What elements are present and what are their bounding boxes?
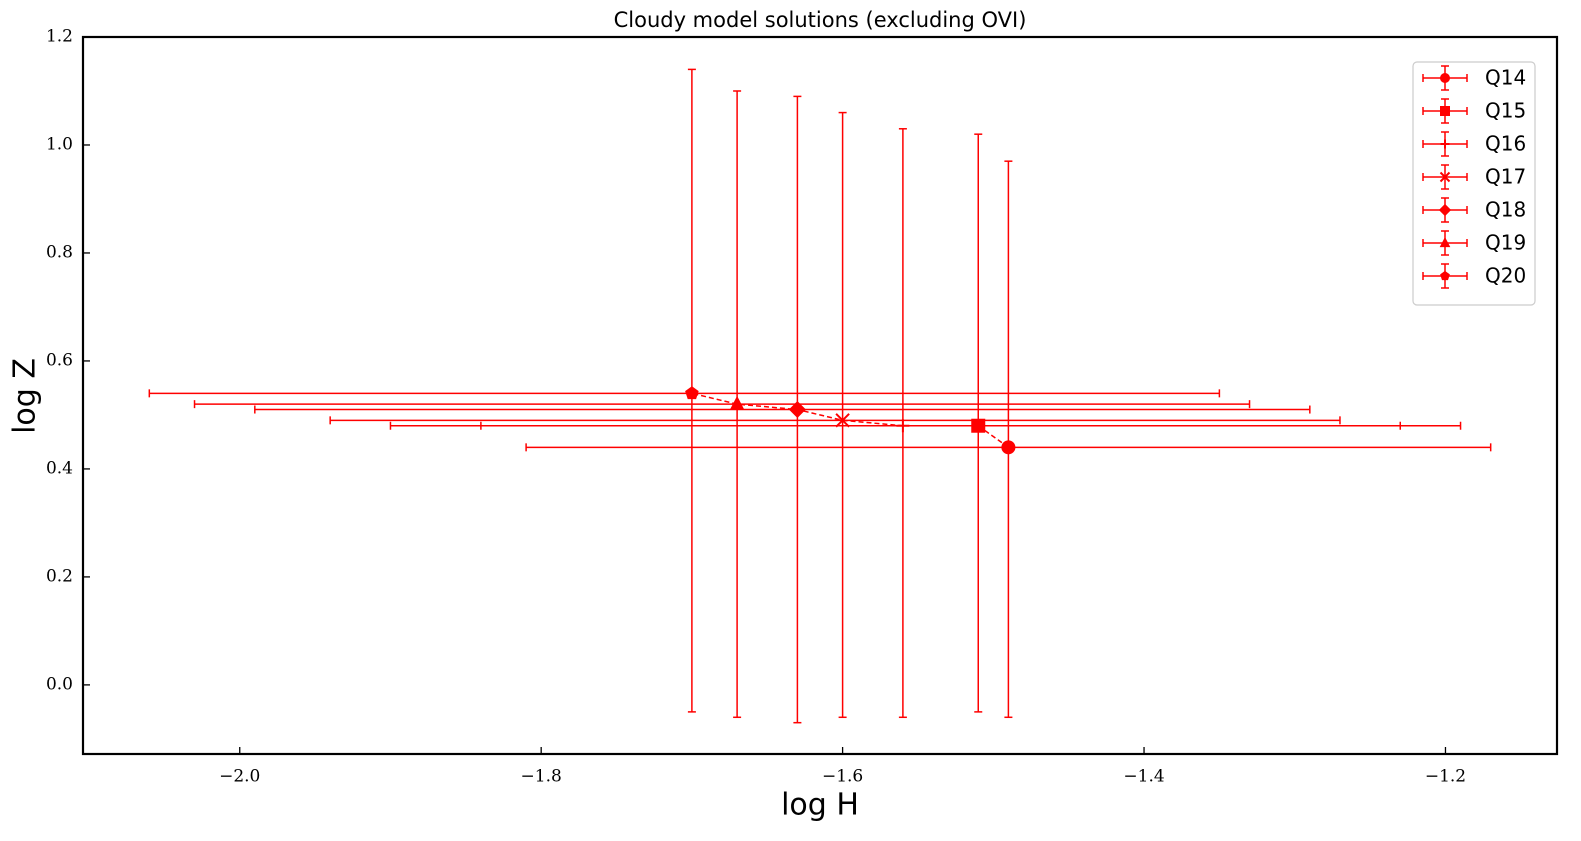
legend-item: Q15 — [1422, 98, 1526, 124]
marker — [1438, 203, 1452, 217]
series — [193, 90, 1251, 719]
legend-label: Q19 — [1485, 231, 1526, 255]
marker — [1440, 106, 1450, 116]
y-axis-label: log Z — [8, 358, 43, 434]
legend-item: Q14 — [1422, 65, 1526, 91]
series — [148, 68, 1221, 713]
legend-item: Q18 — [1422, 197, 1526, 223]
legend-item: Q20 — [1422, 263, 1526, 289]
x-axis-label: log H — [781, 788, 859, 823]
marker — [896, 419, 910, 433]
y-tick-label: 1.2 — [46, 27, 73, 47]
plot-frame — [81, 35, 1559, 756]
legend-item: Q19 — [1422, 230, 1526, 256]
y-tick-label: 0.6 — [46, 350, 73, 370]
x-tick-label: −1.2 — [1425, 767, 1466, 787]
y-tick-label: 0.8 — [46, 242, 73, 262]
marker — [1439, 236, 1451, 248]
marker — [685, 386, 699, 400]
series — [329, 111, 1341, 719]
y-tick-label: 0.2 — [46, 566, 73, 586]
legend-label: Q16 — [1485, 132, 1526, 156]
marker — [729, 395, 745, 410]
legend-item: Q17 — [1422, 164, 1526, 190]
series — [254, 95, 1311, 724]
x-tick-label: −1.8 — [521, 767, 562, 787]
legend-label: Q15 — [1485, 99, 1526, 123]
marker — [1439, 171, 1451, 183]
marker — [1440, 270, 1450, 281]
y-tick-label: 0.4 — [46, 458, 73, 478]
legend-label: Q17 — [1485, 165, 1526, 189]
marker — [788, 401, 806, 419]
series — [480, 133, 1402, 713]
marker — [1440, 73, 1450, 83]
marker — [1001, 440, 1016, 455]
x-tick-label: −2.0 — [219, 767, 260, 787]
series — [525, 160, 1492, 719]
chart-title: Cloudy model solutions (excluding OVI) — [614, 8, 1027, 32]
legend-item: Q16 — [1422, 131, 1526, 157]
marker — [835, 413, 850, 428]
series — [389, 128, 1462, 719]
y-tick-label: 0.0 — [46, 674, 73, 694]
marker — [1440, 139, 1450, 149]
legend-label: Q20 — [1485, 264, 1526, 288]
x-tick-label: −1.4 — [1123, 767, 1164, 787]
legend-label: Q14 — [1485, 66, 1526, 90]
y-tick-label: 1.0 — [46, 134, 73, 154]
legend-label: Q18 — [1485, 198, 1526, 222]
legend: Q14 Q15 Q16 Q17 Q18 Q19 Q20 — [1412, 61, 1536, 306]
x-tick-label: −1.6 — [822, 767, 863, 787]
